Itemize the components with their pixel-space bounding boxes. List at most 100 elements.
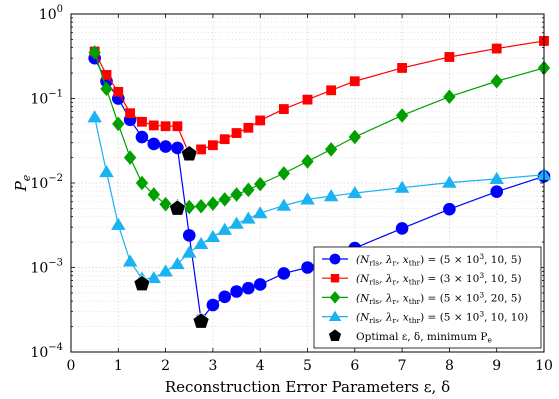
- series-n5000-l10-x5-point: [206, 298, 220, 312]
- series-n3000-l10-x5-point: [278, 104, 289, 114]
- x-tick-label: 4: [256, 358, 265, 374]
- series-n5000-l10-x10-point: [347, 186, 363, 199]
- series-n3000-l10-x5-point: [326, 85, 337, 96]
- x-tick-label: 8: [445, 358, 454, 374]
- series-n5000-l10-x5-point: [301, 261, 314, 274]
- series-n5000-l20-x5-point: [277, 166, 291, 181]
- series-n3000-l10-x5-point: [491, 43, 502, 54]
- series-n5000-l20-x5-point: [135, 175, 149, 191]
- series-n3000-l10-x5-point: [137, 116, 147, 127]
- series-n5000-l20-x5-point: [324, 142, 338, 157]
- series-n3000-l10-x5-point: [302, 94, 313, 105]
- series-n5000-l10-x10-point: [300, 192, 315, 205]
- series-n5000-l20-x5-point: [183, 199, 196, 215]
- series-n5000-l20-x5-point: [206, 196, 220, 211]
- y-tick-label: 100: [39, 4, 63, 23]
- series-n5000-l10-x10-point: [87, 110, 102, 123]
- series-n5000-l10-x10-point: [442, 175, 457, 188]
- series-n5000-l10-x10-point: [394, 180, 410, 193]
- series-n3000-l10-x5-point: [160, 121, 171, 132]
- series-n3000-l10-x5-point: [172, 121, 183, 132]
- series-n5000-l20-x5-point: [88, 45, 101, 60]
- series-n5000-l10-x10-point: [146, 271, 162, 284]
- series-n5000-l10-x10-point: [99, 165, 114, 178]
- optimal-point: [192, 312, 210, 329]
- series-n5000-l10-x10-point: [170, 257, 185, 270]
- series-n5000-l10-x10-point: [182, 245, 197, 258]
- legend-swatch-marker: [329, 253, 341, 265]
- optimal-point: [169, 199, 186, 216]
- series-n5000-l10-x5-point: [171, 141, 184, 155]
- series-n5000-l10-x10-point: [122, 254, 138, 267]
- series-n3000-l10-x5-point: [349, 76, 360, 87]
- series-n5000-l20-x5-point: [194, 199, 208, 214]
- legend-label: (Nrls, λr, xthr) = (5 × 103, 10, 5): [356, 252, 522, 268]
- series-n5000-l10-x10-point: [205, 229, 221, 243]
- legend-swatch-marker: [328, 328, 342, 342]
- x-tick-label: 9: [492, 358, 501, 374]
- ticks: [70, 14, 545, 353]
- series-n5000-l10-x10-point: [241, 211, 256, 224]
- y-tick-label: 10−2: [30, 173, 63, 192]
- legend-swatch-marker: [328, 310, 342, 321]
- x-tick-label: 0: [67, 358, 76, 374]
- series-n5000-l20-x5-point: [147, 187, 160, 202]
- legend-label: (Nrls, λr, xthr) = (3 × 103, 10, 5): [356, 271, 522, 287]
- series-n5000-l10-x5-point: [253, 278, 267, 291]
- series-n5000-l20-x5: [88, 45, 551, 215]
- y-tick-label: 10−4: [30, 342, 63, 361]
- series-n5000-l20-x5-point: [443, 89, 456, 104]
- series-n5000-l20-x5-point: [123, 150, 137, 165]
- series-n5000-l10-x10-point: [193, 236, 209, 250]
- x-tick-label: 10: [535, 358, 553, 374]
- series-n5000-l10-x10: [87, 110, 552, 284]
- legend-label: (Nrls, λr, xthr) = (5 × 103, 20, 5): [356, 290, 522, 306]
- series-n3000-l10-x5-point: [219, 134, 230, 145]
- series-n5000-l10-x5-point: [443, 202, 456, 216]
- series-n5000-l10-x10-point: [158, 264, 173, 277]
- series-n5000-l20-x5-point: [100, 81, 113, 97]
- series-n3000-l10-x5-point: [397, 63, 407, 73]
- series-n5000-l10-x10-point: [229, 216, 244, 229]
- optimal-point: [180, 145, 198, 162]
- y-tick-label: 10−3: [30, 258, 63, 277]
- legend-box: [313, 246, 542, 349]
- series-n5000-l20-x5-point: [348, 129, 361, 145]
- series-n5000-l10-x10-point: [489, 171, 504, 184]
- x-tick-label: 1: [114, 358, 123, 374]
- legend-label: (Nrls, λr, xthr) = (5 × 103, 10, 10): [356, 310, 528, 326]
- series-n5000-l10-x5-point: [159, 140, 172, 153]
- series-n5000-l10-x5-point: [277, 267, 291, 280]
- series-n3000-l10-x5-point: [255, 115, 266, 126]
- series-n3000-l10-x5-point: [148, 120, 159, 131]
- series-n5000-l10-x10-point: [276, 198, 292, 211]
- series-n5000-l20-x5-point: [159, 197, 172, 212]
- series-n5000-l10-x10-point: [217, 222, 232, 235]
- series-n5000-l10-x10-point: [323, 189, 339, 202]
- legend-swatch-marker: [330, 273, 340, 283]
- series-n5000-l20-x5-point: [301, 154, 314, 169]
- series-n3000-l10-x5-point: [125, 108, 136, 119]
- series-n5000-l20-x5-point: [395, 108, 409, 123]
- x-axis-label: Reconstruction Error Parameters ε, δ: [165, 378, 450, 396]
- series-n3000-l10-x5-point: [231, 128, 242, 138]
- legend-label: Optimal ε, δ, minimum Pe: [356, 331, 492, 345]
- series-n5000-l20-x5-point: [112, 116, 125, 132]
- series-n5000-l20-x5-point: [490, 73, 503, 89]
- series-n5000-l20-x5-point: [254, 176, 267, 192]
- series-n5000-l20-x5-point: [242, 182, 255, 198]
- series-n5000-l10-x5-point: [218, 290, 232, 304]
- x-tick-label: 5: [303, 358, 312, 374]
- series-n3000-l10-x5-point: [444, 52, 455, 62]
- x-tick-label: 2: [161, 358, 170, 374]
- series-n5000-l10-x5-point: [395, 222, 409, 235]
- optimal-point: [133, 275, 151, 291]
- series-n5000-l20-x5-point: [230, 187, 243, 202]
- series-n5000-l10-x5-point: [490, 185, 504, 198]
- series-n5000-l10-x5-point: [147, 137, 161, 151]
- y-axis-label: Pe: [12, 174, 33, 192]
- series-n5000-l10-x5-point: [242, 281, 255, 295]
- y-tick-label: 10−1: [30, 89, 63, 108]
- series-n3000-l10-x5-point: [208, 140, 218, 151]
